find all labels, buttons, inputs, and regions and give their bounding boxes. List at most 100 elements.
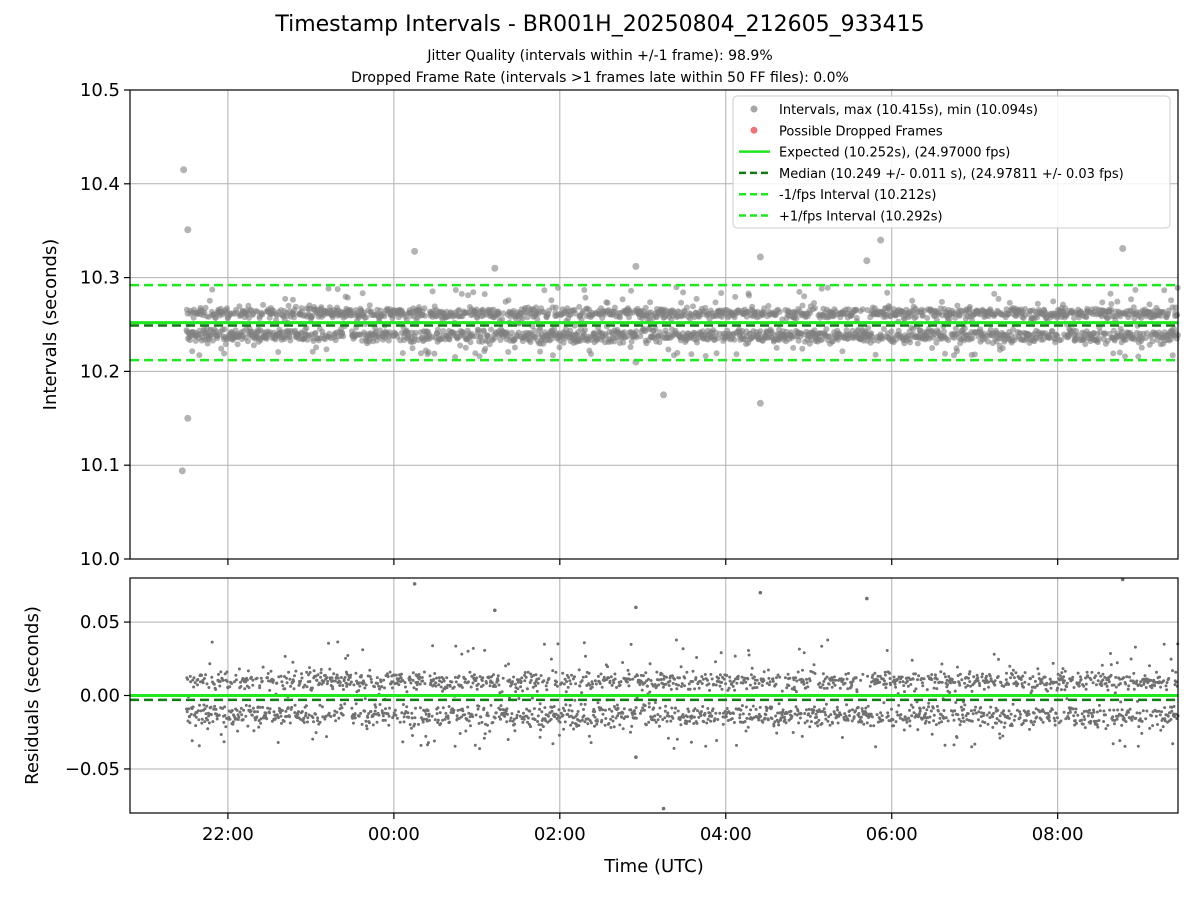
residual-point <box>586 722 590 726</box>
residual-point <box>365 727 369 731</box>
residual-point <box>1127 710 1130 714</box>
residual-point <box>692 715 696 719</box>
residual-point <box>509 716 513 720</box>
residual-point <box>1124 720 1128 724</box>
residual-point <box>501 676 505 680</box>
residual-point <box>1080 712 1084 716</box>
residual-point <box>261 665 265 669</box>
interval-point <box>425 349 432 356</box>
residual-point <box>922 677 926 681</box>
residual-point <box>701 705 705 708</box>
residual-point <box>966 684 970 687</box>
residual-point <box>1115 661 1119 665</box>
residual-point <box>237 715 241 719</box>
interval-outlier-point <box>411 247 419 255</box>
residual-point <box>934 723 938 727</box>
interval-point <box>627 344 634 350</box>
residual-point <box>717 676 721 680</box>
residual-point <box>999 681 1003 685</box>
residual-point <box>824 702 828 706</box>
residual-point <box>450 680 454 684</box>
residual-point <box>587 734 591 738</box>
residual-point <box>1101 678 1105 682</box>
residual-point <box>1065 697 1069 701</box>
residual-point <box>727 686 731 690</box>
residual-point <box>633 712 637 716</box>
residual-point <box>1083 718 1087 721</box>
residual-point <box>745 687 749 691</box>
residual-point <box>461 709 465 713</box>
residual-point <box>1096 725 1100 729</box>
residual-point <box>1138 711 1142 715</box>
residual-point <box>428 674 432 678</box>
residual-point <box>507 662 510 666</box>
chart-title: Timestamp Intervals - BR001H_20250804_21… <box>275 12 925 37</box>
residual-point <box>1089 678 1093 682</box>
residual-point <box>664 704 668 708</box>
residual-point <box>851 708 854 712</box>
interval-point <box>818 285 825 292</box>
residual-point <box>720 687 724 691</box>
interval-point <box>714 335 721 342</box>
interval-point <box>1110 350 1117 357</box>
residual-point <box>246 669 250 673</box>
residual-point <box>1019 712 1022 716</box>
residual-point <box>993 683 997 687</box>
residual-point <box>747 712 751 716</box>
residual-point <box>1104 713 1107 717</box>
residual-point <box>565 680 569 684</box>
residual-point <box>865 721 869 725</box>
interval-point <box>344 294 351 301</box>
residual-point <box>959 705 963 709</box>
residual-point <box>1002 725 1006 729</box>
residual-point <box>377 684 381 688</box>
residual-point <box>371 723 375 727</box>
residual-point <box>958 723 962 727</box>
residual-point <box>424 712 428 716</box>
residual-point <box>413 722 417 726</box>
residual-point <box>797 721 801 725</box>
residual-point <box>339 703 343 707</box>
residual-point <box>333 679 337 683</box>
residual-point <box>526 670 530 674</box>
residual-point <box>884 686 888 690</box>
residual-point <box>1158 713 1162 717</box>
residual-point <box>185 710 189 714</box>
residual-point <box>711 707 715 711</box>
residual-point <box>335 710 339 714</box>
residual-point <box>1076 671 1080 675</box>
residual-point <box>415 687 418 691</box>
residual-point <box>816 724 820 728</box>
residual-point <box>906 684 910 688</box>
interval-outlier-point <box>184 414 192 422</box>
residual-point <box>798 716 802 720</box>
residual-point <box>336 640 340 644</box>
interval-point <box>206 297 213 304</box>
residual-point <box>961 713 964 717</box>
residual-point <box>458 732 462 735</box>
residual-point <box>486 723 489 727</box>
residual-point <box>390 686 394 690</box>
residual-point <box>946 719 950 723</box>
residual-point <box>442 679 446 683</box>
residual-point <box>1135 679 1139 683</box>
interval-point <box>969 335 976 342</box>
residual-point <box>482 736 486 740</box>
residual-point <box>353 716 357 720</box>
residual-point <box>266 672 270 675</box>
residual-point <box>359 674 363 677</box>
residual-point <box>986 722 990 726</box>
residual-point <box>802 651 806 655</box>
residual-point <box>508 678 512 682</box>
residual-point <box>772 724 776 728</box>
residual-point <box>293 674 296 678</box>
interval-points <box>178 166 1181 475</box>
residual-point <box>732 721 736 724</box>
residual-point <box>306 716 310 720</box>
residual-point <box>288 721 292 725</box>
residual-point <box>200 673 204 677</box>
residual-point <box>799 712 803 716</box>
interval-point <box>482 345 489 352</box>
residual-point <box>803 712 807 715</box>
residual-point <box>318 703 322 707</box>
